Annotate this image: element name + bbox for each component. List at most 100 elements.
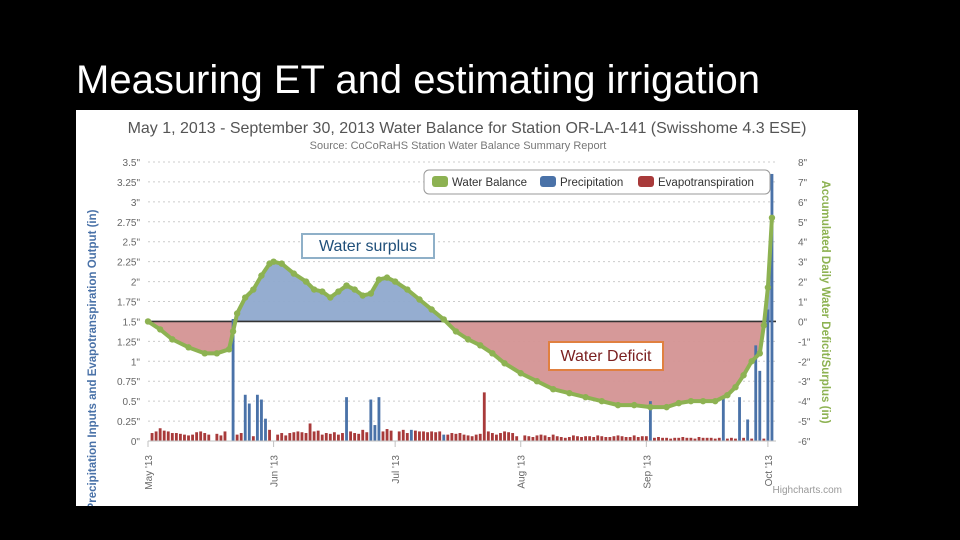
water-balance-point	[549, 385, 557, 393]
precip-bar	[754, 345, 758, 441]
y-tick-label: 2.25"	[117, 258, 140, 269]
slide-title: Measuring ET and estimating irrigation	[76, 58, 761, 102]
y-tick-label: 1.25"	[117, 337, 140, 348]
water-balance-point	[699, 397, 707, 405]
et-bar	[389, 430, 393, 441]
et-bar	[365, 432, 369, 441]
water-balance-point	[760, 322, 768, 329]
legend-box	[423, 169, 771, 195]
et-bar	[632, 435, 636, 441]
et-bar	[413, 430, 417, 441]
precip-bar	[369, 399, 373, 441]
y2-tick-label: -1"	[798, 337, 811, 348]
et-bar	[503, 431, 506, 441]
water-balance-point	[156, 326, 164, 333]
precip-bar	[409, 429, 413, 441]
water-balance-point	[732, 383, 739, 391]
et-bar	[183, 434, 186, 441]
precip-bar	[345, 397, 348, 441]
et-bar	[276, 434, 280, 441]
water-balance-point	[327, 294, 334, 301]
water-balance-point	[566, 389, 573, 397]
et-bar	[644, 436, 648, 441]
y2-tick-label: -4"	[798, 397, 811, 408]
y2-tick-label: 7"	[798, 178, 808, 189]
et-bar	[612, 436, 616, 441]
precip-bar	[260, 399, 263, 441]
et-bar	[685, 437, 689, 441]
et-bar	[219, 435, 223, 441]
et-bar	[697, 437, 701, 441]
et-bar	[207, 434, 211, 441]
water-balance-point	[278, 260, 285, 267]
y2-tick-label: 0"	[798, 317, 808, 328]
water-balance-point	[343, 282, 350, 289]
water-balance-point	[201, 350, 208, 357]
water-balance-point	[477, 342, 484, 349]
et-bar	[535, 435, 539, 441]
et-bar	[162, 430, 166, 441]
et-bar	[296, 431, 300, 441]
water-balance-point	[367, 290, 375, 297]
water-balance-point	[687, 397, 695, 405]
y-tick-label: 1.75"	[117, 298, 140, 309]
et-bar	[734, 438, 737, 441]
water-balance-point	[630, 401, 638, 409]
et-bar	[563, 437, 567, 441]
et-bar	[166, 431, 170, 441]
y2-tick-label: 1"	[798, 298, 808, 309]
y-tick-label: 3.25"	[117, 178, 140, 189]
et-bar	[620, 436, 624, 441]
water-balance-point	[416, 296, 423, 303]
water-balance-point	[302, 278, 310, 285]
water-balance-point	[663, 403, 670, 411]
precip-bar	[442, 434, 446, 441]
et-bar	[337, 434, 340, 441]
y-tick-label: 2"	[131, 278, 141, 289]
et-bar	[466, 435, 470, 441]
et-bar	[312, 431, 316, 441]
et-bar	[154, 431, 158, 441]
right-axis-label: Accumulated Daily Water Deficit/Surplus …	[819, 180, 831, 423]
legend-item-evapotranspiration[interactable]: Evapotranspiration	[658, 177, 754, 189]
bars	[150, 173, 774, 441]
et-bar	[405, 433, 409, 441]
water-balance-point	[517, 370, 524, 377]
et-bar	[357, 433, 361, 441]
et-bar	[430, 431, 434, 441]
et-bar	[203, 433, 207, 441]
y-tick-label: 3"	[131, 198, 141, 209]
water-balance-point	[598, 397, 605, 405]
et-bar	[673, 437, 677, 441]
et-bar	[482, 392, 486, 441]
et-bar	[709, 437, 713, 441]
y-tick-label: 2.75"	[117, 218, 140, 229]
water-balance-point	[233, 310, 241, 317]
highcharts-credits[interactable]: Highcharts.com	[773, 485, 842, 496]
water-balance-point	[383, 274, 391, 281]
et-bar	[187, 435, 190, 441]
et-bar	[361, 429, 365, 441]
et-bar	[705, 437, 709, 441]
et-bar	[515, 436, 519, 441]
et-bar	[567, 437, 571, 441]
et-bar	[523, 435, 527, 441]
chart-panel: May 1, 2013 - September 30, 2013 Water B…	[76, 110, 858, 506]
precip-bar	[255, 394, 259, 441]
et-bar	[308, 423, 312, 441]
water-balance-chart: May 1, 2013 - September 30, 2013 Water B…	[87, 120, 842, 506]
y2-tick-label: -2"	[798, 357, 811, 368]
left-axis-label: Precipitation Inputs and Evapotranspirat…	[87, 209, 99, 506]
et-bar	[640, 436, 644, 441]
y2-tick-label: 6"	[798, 198, 808, 209]
balance-area	[148, 217, 772, 408]
water-balance-point	[375, 276, 383, 283]
legend-item-precipitation[interactable]: Precipitation	[560, 177, 623, 189]
et-bar	[681, 437, 685, 441]
et-bar	[628, 437, 632, 441]
legend-item-water-balance[interactable]: Water Balance	[452, 177, 527, 189]
precip-bar	[766, 309, 770, 441]
et-bar	[178, 433, 182, 441]
et-bar	[762, 438, 766, 441]
et-bar	[507, 432, 511, 441]
